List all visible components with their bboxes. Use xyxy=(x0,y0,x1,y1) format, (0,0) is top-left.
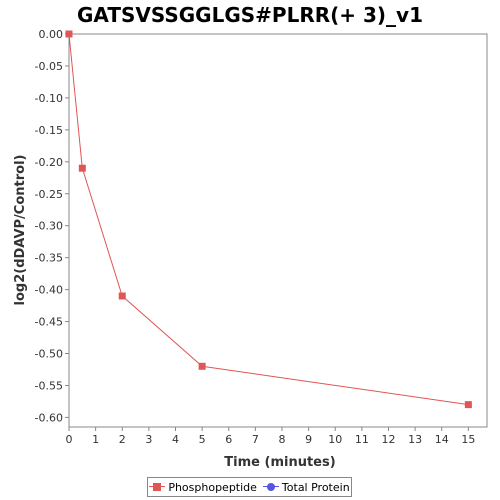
y-tick-label: -0.30 xyxy=(35,220,63,233)
x-axis: 0 1 2 3 4 5 6 7 8 9 10 11 12 13 14 15 xyxy=(66,427,475,446)
x-tick-label: 12 xyxy=(381,433,395,446)
data-point xyxy=(65,30,73,38)
y-tick-label: 0.00 xyxy=(39,28,64,41)
y-tick-label: -0.05 xyxy=(35,60,63,73)
data-point xyxy=(118,292,126,300)
x-tick-label: 13 xyxy=(408,433,422,446)
legend-item-phosphopeptide: Phosphopeptide xyxy=(149,481,257,494)
x-tick-label: 1 xyxy=(92,433,99,446)
y-tick-label: -0.25 xyxy=(35,188,63,201)
legend-label-total-protein: Total Protein xyxy=(281,480,350,494)
legend-swatch-square-icon xyxy=(149,482,166,492)
x-tick-label: 5 xyxy=(199,433,206,446)
x-tick-label: 6 xyxy=(225,433,232,446)
series-layer xyxy=(65,30,472,409)
chart-title: GATSVSSGGLGS#PLRR(+ 3)_v1 xyxy=(76,3,423,27)
y-tick-label: -0.50 xyxy=(35,348,63,361)
x-tick-label: 10 xyxy=(328,433,342,446)
y-axis-title: log2(dDAVP/Control) xyxy=(13,155,28,306)
x-tick-label: 11 xyxy=(355,433,369,446)
data-point xyxy=(198,362,206,370)
legend-label-phosphopeptide: Phosphopeptide xyxy=(168,480,257,494)
x-tick-label: 9 xyxy=(305,433,312,446)
x-tick-label: 8 xyxy=(278,433,285,446)
y-tick-label: -0.35 xyxy=(35,252,63,265)
y-tick-label: -0.60 xyxy=(35,411,63,424)
legend: Phosphopeptide Total Protein xyxy=(147,477,352,497)
x-tick-label: 7 xyxy=(252,433,259,446)
legend-swatch-circle-icon xyxy=(262,482,279,492)
legend-item-total-protein: Total Protein xyxy=(262,480,350,494)
x-tick-label: 2 xyxy=(119,433,126,446)
data-point xyxy=(464,401,472,409)
y-tick-label: -0.55 xyxy=(35,379,63,392)
y-tick-label: -0.45 xyxy=(35,316,63,329)
plot-area xyxy=(68,33,488,428)
x-tick-label: 15 xyxy=(461,433,475,446)
y-tick-label: -0.40 xyxy=(35,284,63,297)
data-point xyxy=(78,164,86,172)
x-tick-label: 4 xyxy=(172,433,179,446)
y-tick-label: -0.15 xyxy=(35,124,63,137)
y-tick-label: -0.20 xyxy=(35,156,63,169)
x-tick-label: 0 xyxy=(66,433,73,446)
x-tick-label: 14 xyxy=(435,433,449,446)
y-axis: 0.00 -0.05 -0.10 -0.15 -0.20 -0.25 -0.30 -0.35 -… xyxy=(35,28,69,424)
y-tick-label: -0.10 xyxy=(35,92,63,105)
x-axis-title: Time (minutes) xyxy=(224,455,335,470)
x-tick-label: 3 xyxy=(145,433,152,446)
